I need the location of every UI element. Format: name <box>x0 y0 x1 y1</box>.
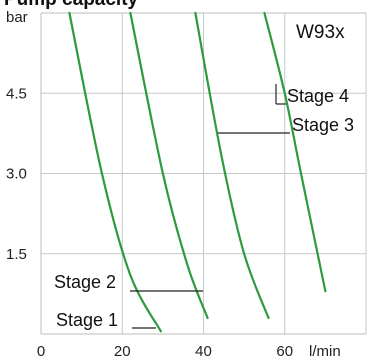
stage-label-1: Stage 1 <box>56 310 118 330</box>
series-line-stage-3 <box>194 11 270 320</box>
annotation-leaders <box>130 84 290 329</box>
chart-title-fragment: Pump capacity <box>4 0 139 10</box>
tick-labels: 0 20 40 60 1.5 3.0 4.5 <box>6 85 293 360</box>
y-tick-label: 4.5 <box>6 85 27 102</box>
plot-frame <box>40 12 366 335</box>
model-label: W93x <box>296 22 345 43</box>
series-line-stage-1 <box>68 11 162 333</box>
x-tick-label: 60 <box>276 343 293 360</box>
grid-lines <box>41 13 367 334</box>
x-axis-label: l/min <box>309 343 341 360</box>
stage-annotations: Stage 1 Stage 2 Stage 3 Stage 4 <box>54 86 354 330</box>
series-line-stage-2 <box>129 11 209 320</box>
y-tick-label: 1.5 <box>6 246 27 263</box>
stage-label-2: Stage 2 <box>54 272 116 292</box>
stage-label-4: Stage 4 <box>287 86 349 106</box>
x-tick-label: 0 <box>37 343 45 360</box>
series-group <box>68 11 327 333</box>
x-tick-label: 20 <box>114 343 131 360</box>
stage-label-3: Stage 3 <box>292 115 354 135</box>
x-tick-label: 40 <box>195 343 212 360</box>
series-line-stage-4 <box>263 11 327 293</box>
y-tick-label: 3.0 <box>6 166 27 183</box>
y-axis-label: bar <box>6 9 28 26</box>
